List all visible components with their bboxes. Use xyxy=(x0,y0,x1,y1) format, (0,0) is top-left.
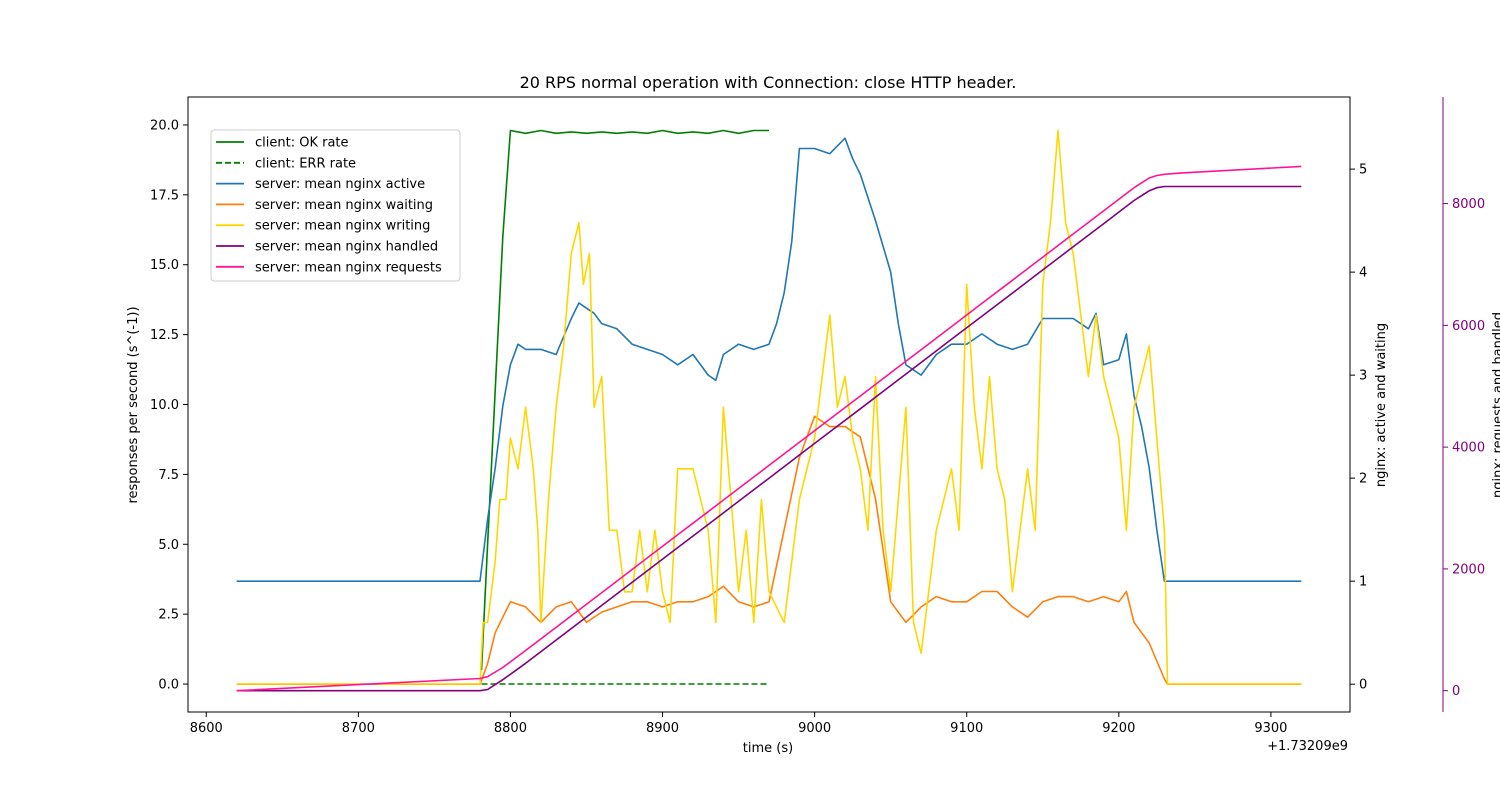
series-line-3 xyxy=(236,137,1302,583)
y-axis-left: 0.0 2.5 5.0 7.5 10.0 12.5 15.0 17.5 20.0 xyxy=(150,118,188,693)
y-right2-tick-label: 6000 xyxy=(1452,319,1485,334)
y-left-tick-label: 17.5 xyxy=(150,188,179,203)
y-right1-tick-label: 2 xyxy=(1359,472,1367,487)
y-left-tick-label: 7.5 xyxy=(158,468,179,483)
y-left-tick-label: 0.0 xyxy=(158,678,179,693)
legend-label: server: mean nginx waiting xyxy=(255,198,433,213)
y-axis-left-label: responses per second (s^(-1)) xyxy=(126,306,141,503)
x-axis: 8600 8700 8800 8900 9000 9100 9200 9300 xyxy=(190,712,1287,736)
y-left-tick-label: 10.0 xyxy=(150,398,179,413)
legend-label: server: mean nginx active xyxy=(255,177,425,192)
series-line-5 xyxy=(236,129,1302,685)
legend-label: server: mean nginx handled xyxy=(255,240,438,255)
series-line-1 xyxy=(480,129,769,671)
y-right1-tick-label: 0 xyxy=(1359,678,1367,693)
y-right1-tick-label: 4 xyxy=(1359,266,1367,281)
y-right1-tick-label: 3 xyxy=(1359,369,1367,384)
y-left-tick-label: 2.5 xyxy=(158,608,179,623)
y-left-tick-label: 12.5 xyxy=(150,328,179,343)
y-right2-tick-label: 0 xyxy=(1452,684,1460,699)
x-offset-label: +1.73209e9 xyxy=(1267,739,1348,754)
y-axis-right1-label: nginx: active and waiting xyxy=(1374,323,1389,487)
chart-title: 20 RPS normal operation with Connection:… xyxy=(520,73,1017,92)
y-axis-right2-label: nginx: requests and handled xyxy=(1491,312,1500,498)
legend: client: OK rate client: ERR rate server: m… xyxy=(210,129,461,282)
y-left-tick-label: 15.0 xyxy=(150,258,179,273)
series-line-6 xyxy=(236,185,1302,692)
x-axis-label: time (s) xyxy=(743,741,793,756)
x-tick-label: 9300 xyxy=(1254,721,1287,736)
y-right2-tick-label: 8000 xyxy=(1452,197,1485,212)
legend-box xyxy=(210,129,461,282)
y-axis-right-active-waiting: 0 1 2 3 4 5 xyxy=(1350,163,1367,693)
x-tick-label: 9200 xyxy=(1102,721,1135,736)
y-axis-right-requests-handled: 0 2000 4000 6000 8000 xyxy=(1442,97,1485,712)
x-tick-label: 8800 xyxy=(494,721,527,736)
x-tick-label: 9000 xyxy=(798,721,831,736)
series-layer xyxy=(236,129,1302,692)
y-right1-tick-label: 1 xyxy=(1359,575,1367,590)
y-right1-tick-label: 5 xyxy=(1359,163,1367,178)
x-tick-label: 8600 xyxy=(190,721,223,736)
y-right2-tick-label: 4000 xyxy=(1452,441,1485,456)
x-tick-label: 8900 xyxy=(646,721,679,736)
series-line-7 xyxy=(236,165,1302,692)
y-right2-tick-label: 2000 xyxy=(1452,562,1485,577)
legend-label: client: ERR rate xyxy=(255,156,356,171)
legend-label: client: OK rate xyxy=(255,136,349,151)
series-line-4 xyxy=(236,415,1302,686)
legend-label: server: mean nginx requests xyxy=(255,260,442,275)
y-left-tick-label: 20.0 xyxy=(150,118,179,133)
y-left-tick-label: 5.0 xyxy=(158,538,179,553)
legend-label: server: mean nginx writing xyxy=(255,219,430,234)
x-tick-label: 9100 xyxy=(950,721,983,736)
x-tick-label: 8700 xyxy=(342,721,375,736)
